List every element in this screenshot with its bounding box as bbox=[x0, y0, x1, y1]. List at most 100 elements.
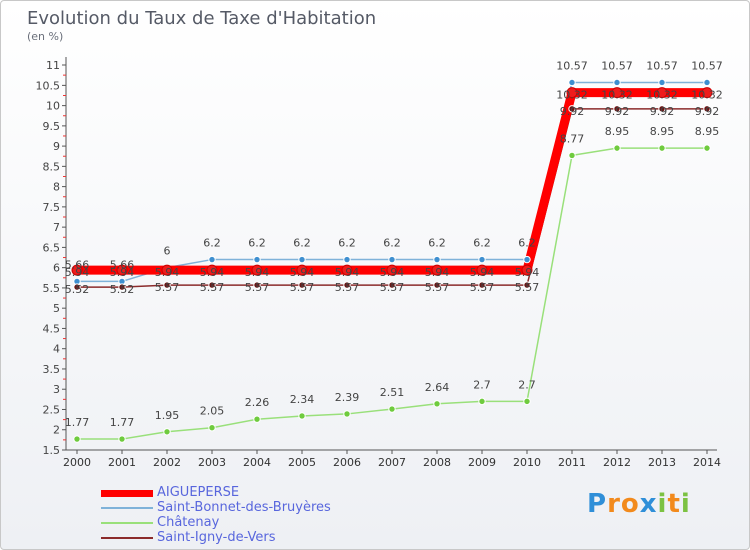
data-label-0: 5.94 bbox=[380, 266, 405, 279]
x-tick-label: 2010 bbox=[513, 456, 541, 469]
legend: AIGUEPERSE Saint-Bonnet-des-Bruyères Châte… bbox=[101, 485, 421, 545]
legend-label: Saint-Bonnet-des-Bruyères bbox=[157, 500, 331, 515]
data-point-2 bbox=[118, 435, 126, 443]
data-label-1: 6.2 bbox=[203, 237, 221, 250]
data-label-0: 5.94 bbox=[290, 266, 315, 279]
x-tick-label: 2011 bbox=[558, 456, 586, 469]
y-tick-label: 4 bbox=[53, 343, 60, 356]
data-point-0 bbox=[386, 264, 398, 276]
data-label-2: 2.7 bbox=[473, 378, 491, 391]
data-label-1: 5.66 bbox=[110, 258, 135, 271]
data-label-2: 8.95 bbox=[650, 125, 675, 138]
legend-item: Saint-Igny-de-Vers bbox=[101, 530, 421, 545]
data-point-1 bbox=[568, 78, 576, 87]
data-point-3 bbox=[388, 281, 396, 289]
x-tick-label: 2004 bbox=[243, 456, 271, 469]
data-label-3: 5.57 bbox=[155, 281, 180, 294]
data-label-3: 9.92 bbox=[560, 105, 585, 118]
data-label-3: 5.57 bbox=[470, 281, 495, 294]
data-label-2: 2.64 bbox=[425, 381, 450, 394]
data-point-3 bbox=[658, 105, 666, 113]
data-label-1: 10.57 bbox=[601, 59, 633, 72]
data-label-2: 2.7 bbox=[518, 378, 536, 391]
data-point-0 bbox=[476, 264, 488, 276]
legend-label: Châtenay bbox=[157, 515, 220, 530]
x-tick-label: 2012 bbox=[603, 456, 631, 469]
legend-swatch bbox=[101, 489, 153, 497]
data-point-0 bbox=[701, 87, 713, 99]
data-label-2: 2.34 bbox=[290, 393, 315, 406]
data-label-1: 6.2 bbox=[428, 237, 446, 250]
data-labels: 5.66 5.66 6 6.2 6.2 6.2 6.2 6.2 6.2 6.2 6.2 10.57 10… bbox=[65, 59, 723, 429]
line-chart: 1.5 2 2.5 3 3.5 4 4.5 5 5.5 6 6.5 7 7.5 8 8.5 9 9.5 10 10.… bbox=[36, 57, 723, 469]
x-tick-label: 2001 bbox=[108, 456, 136, 469]
x-tick-label: 2006 bbox=[333, 456, 361, 469]
data-label-2: 1.77 bbox=[65, 416, 90, 429]
data-point-2 bbox=[433, 400, 441, 408]
data-label-0: 5.94 bbox=[335, 266, 360, 279]
y-tick-label: 7 bbox=[53, 221, 60, 234]
data-point-0 bbox=[251, 264, 263, 276]
legend-item: Châtenay bbox=[101, 515, 421, 530]
data-label-2: 2.39 bbox=[335, 391, 360, 404]
data-point-3 bbox=[73, 283, 81, 291]
data-label-0: 5.94 bbox=[515, 266, 540, 279]
data-point-2 bbox=[298, 412, 306, 420]
data-point-1 bbox=[613, 78, 621, 87]
logo-letter: i bbox=[657, 489, 668, 519]
y-tick-label: 1.5 bbox=[43, 444, 61, 457]
data-point-0 bbox=[611, 87, 623, 99]
data-point-2 bbox=[208, 424, 216, 432]
x-tick-label: 2000 bbox=[63, 456, 91, 469]
data-point-0 bbox=[116, 264, 128, 276]
data-label-1: 6.2 bbox=[518, 237, 536, 250]
data-label-0: 10.32 bbox=[601, 89, 633, 102]
data-label-1: 6.2 bbox=[383, 237, 401, 250]
x-tick-label: 2003 bbox=[198, 456, 226, 469]
data-point-2 bbox=[613, 144, 621, 152]
x-tick-label: 2013 bbox=[648, 456, 676, 469]
data-label-2: 2.51 bbox=[380, 386, 405, 399]
x-tick-label: 2009 bbox=[468, 456, 496, 469]
data-point-2 bbox=[703, 144, 711, 152]
data-point-1 bbox=[298, 255, 306, 264]
data-label-2: 8.77 bbox=[560, 132, 585, 145]
data-point-1 bbox=[478, 255, 486, 264]
legend-item: AIGUEPERSE bbox=[101, 485, 421, 500]
legend-label: Saint-Igny-de-Vers bbox=[157, 530, 276, 545]
legend-swatch bbox=[101, 507, 153, 509]
data-point-3 bbox=[568, 105, 576, 113]
data-label-0: 5.94 bbox=[425, 266, 450, 279]
data-label-3: 5.52 bbox=[65, 283, 90, 296]
legend-swatch bbox=[101, 522, 153, 524]
y-tick-label: 7.5 bbox=[43, 201, 61, 214]
legend-label: AIGUEPERSE bbox=[157, 485, 240, 500]
data-label-0: 5.94 bbox=[65, 266, 90, 279]
data-label-0: 10.32 bbox=[556, 89, 588, 102]
data-point-2 bbox=[478, 397, 486, 406]
y-tick-label: 6 bbox=[53, 262, 60, 275]
data-point-1 bbox=[388, 255, 396, 264]
data-point-3 bbox=[253, 281, 261, 289]
y-tick-label: 10 bbox=[46, 100, 60, 113]
data-label-3: 5.52 bbox=[110, 283, 135, 296]
data-label-2: 1.77 bbox=[110, 416, 135, 429]
data-point-2 bbox=[73, 435, 81, 443]
data-point-2 bbox=[388, 405, 396, 413]
proxiti-logo: Proxiti bbox=[587, 489, 691, 519]
data-point-0 bbox=[566, 87, 578, 99]
x-tick-label: 2014 bbox=[693, 456, 721, 469]
data-label-1: 6.2 bbox=[338, 237, 356, 250]
data-point-1 bbox=[208, 255, 216, 264]
y-tick-label: 3 bbox=[53, 383, 60, 396]
data-label-0: 5.94 bbox=[470, 266, 495, 279]
y-tick-label: 9.5 bbox=[43, 120, 61, 133]
logo-letter: o bbox=[620, 489, 640, 519]
data-label-3: 5.57 bbox=[380, 281, 405, 294]
data-point-1 bbox=[703, 78, 711, 87]
data-label-0: 5.94 bbox=[245, 266, 270, 279]
data-point-3 bbox=[118, 283, 126, 291]
data-label-3: 5.57 bbox=[245, 281, 270, 294]
data-point-1 bbox=[523, 255, 531, 264]
chart-subtitle: (en %) bbox=[27, 30, 64, 43]
